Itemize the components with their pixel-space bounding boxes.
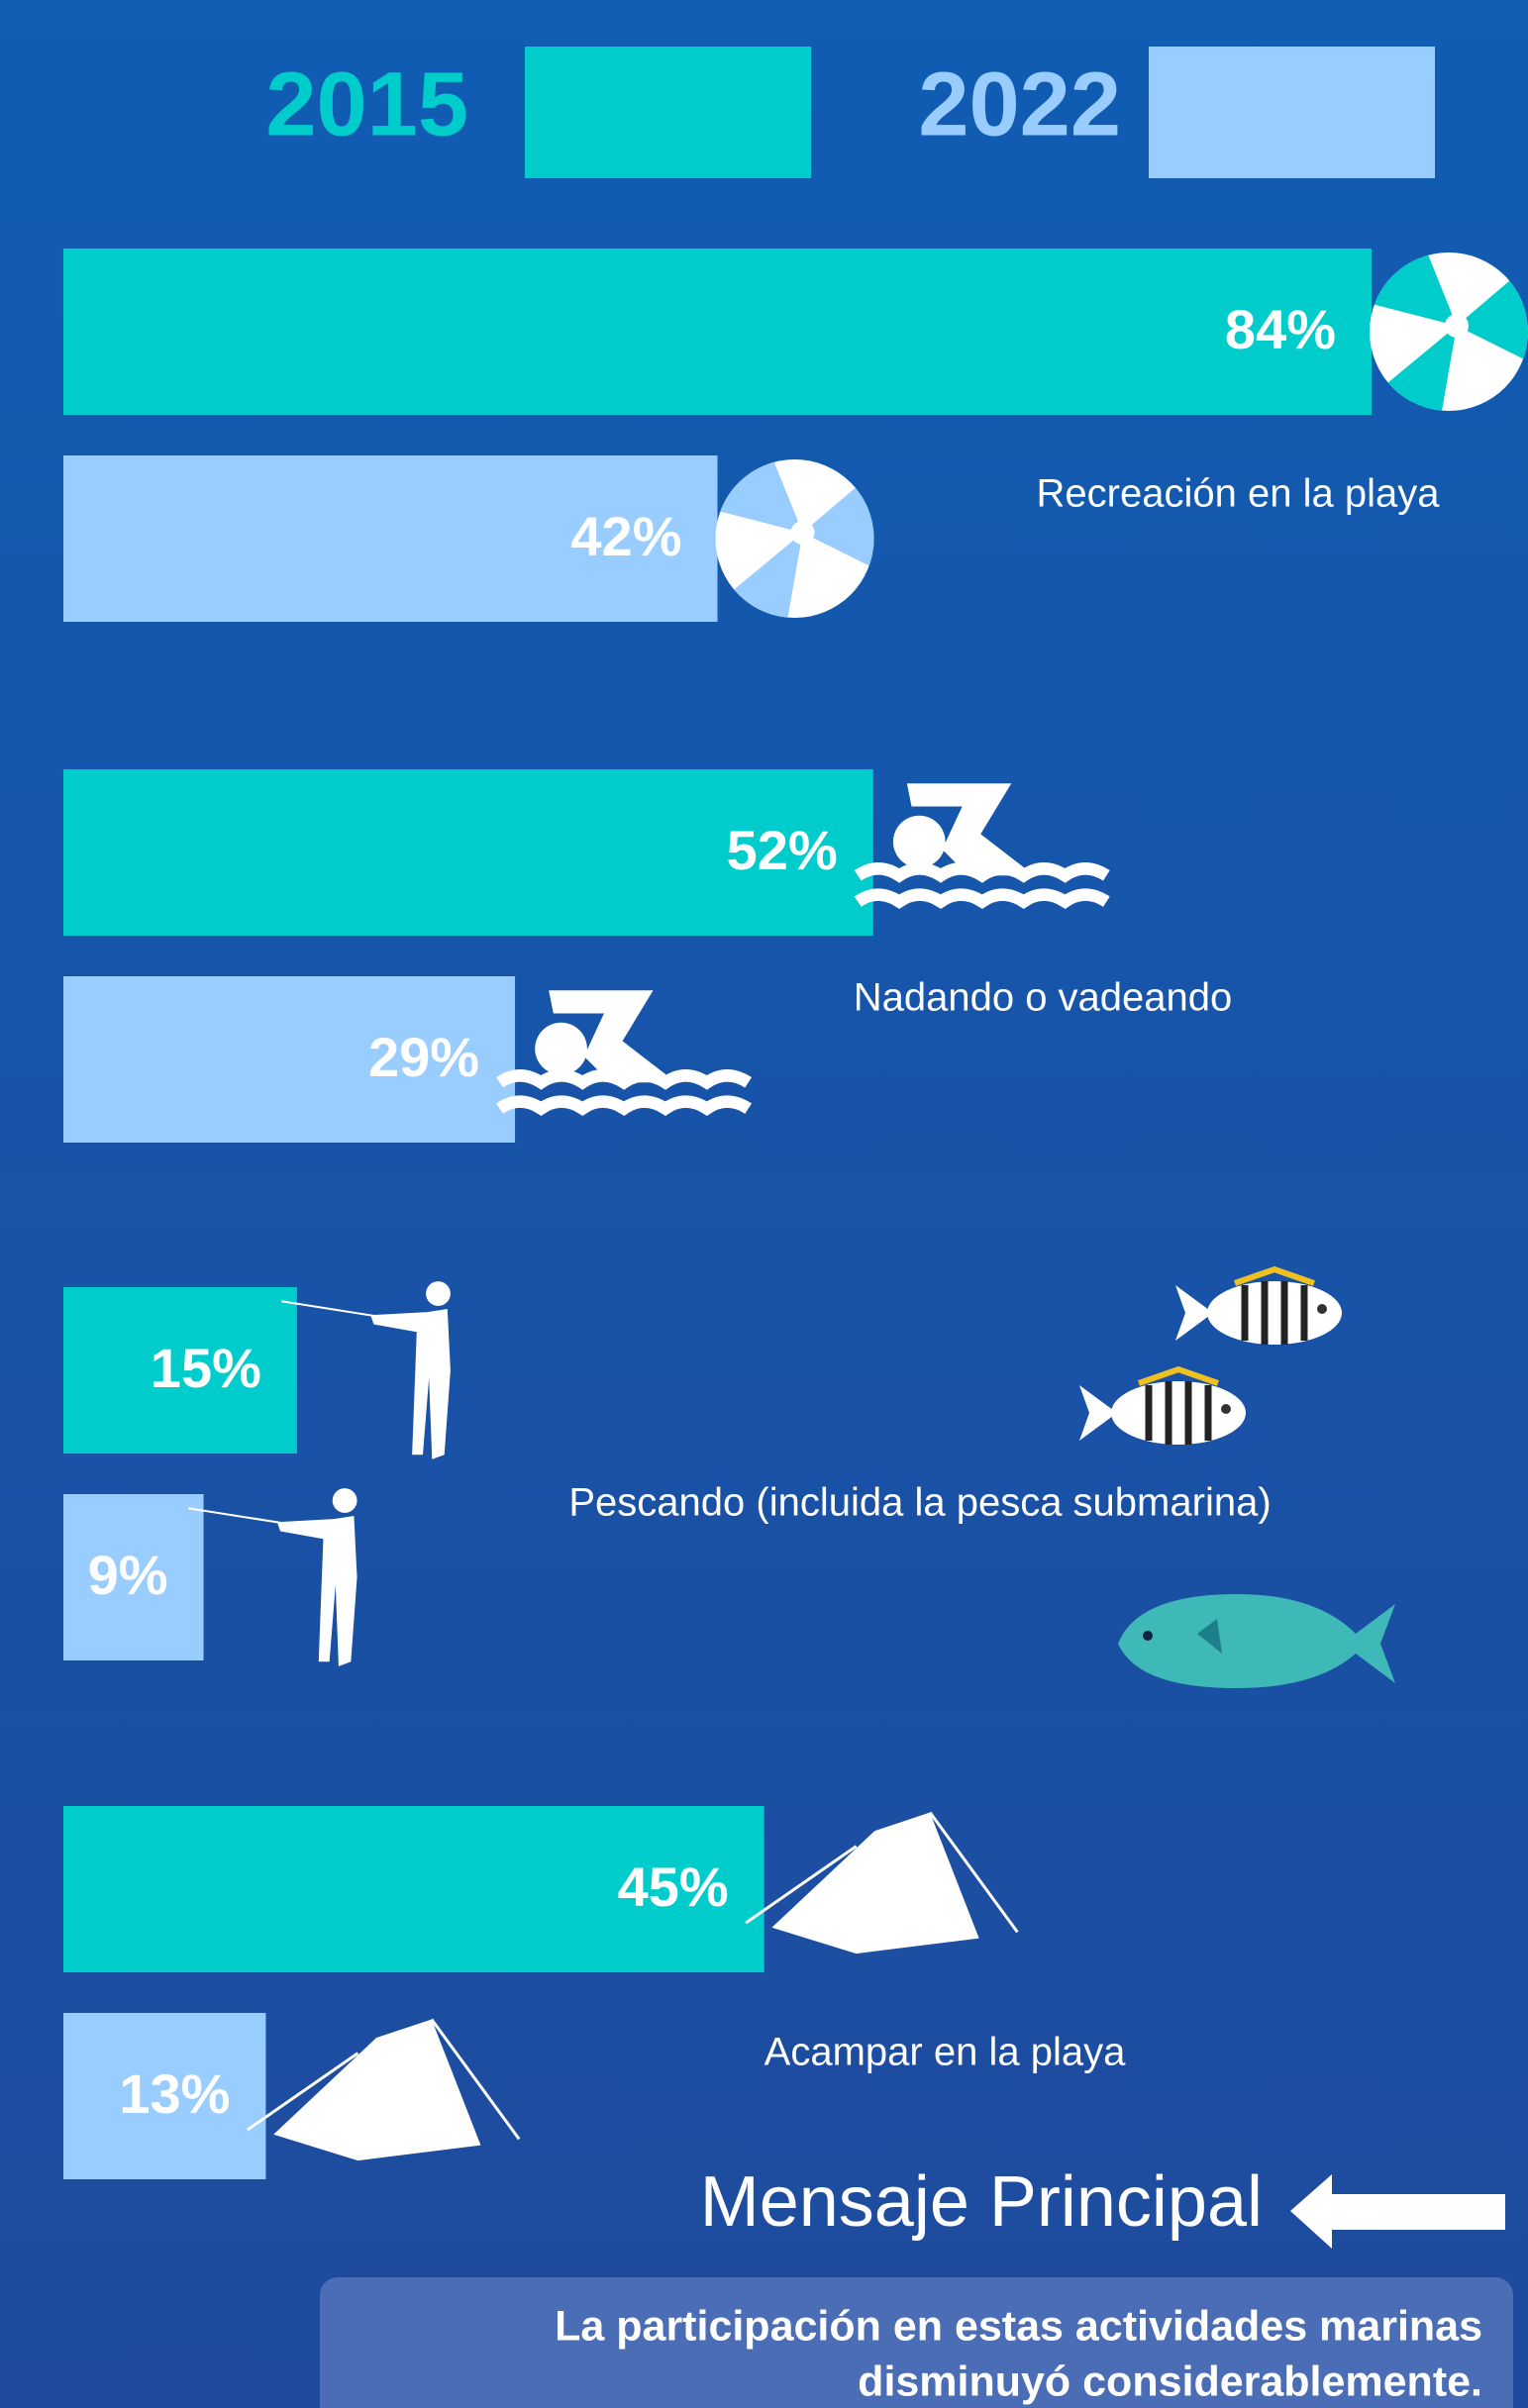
- bar: [63, 1287, 297, 1454]
- icon: [771, 1812, 979, 1955]
- value-label: 29%: [368, 1026, 479, 1088]
- icon: [720, 461, 803, 533]
- icon: [715, 459, 874, 618]
- value-label: 42%: [570, 505, 681, 567]
- bar: [63, 976, 516, 1143]
- message-line: La participación en estas actividades ma…: [555, 2302, 1482, 2350]
- icon: [1370, 252, 1528, 411]
- fish-decoration: [1079, 1365, 1246, 1445]
- value-label: 9%: [88, 1544, 168, 1606]
- fish-decoration: [1175, 1265, 1342, 1345]
- icon: [802, 487, 874, 566]
- legend-label: 2022: [918, 53, 1121, 154]
- message-title: Mensaje Principal: [700, 2162, 1263, 2242]
- category-label: Recreación en la playa: [1037, 472, 1441, 516]
- legend-label: 2015: [265, 53, 468, 154]
- bar: [63, 1806, 764, 1972]
- icon: [1374, 254, 1457, 326]
- value-label: 52%: [727, 819, 838, 881]
- message-line: disminuyó considerablemente.: [858, 2358, 1482, 2405]
- icon: [1445, 314, 1469, 338]
- icon: [745, 1811, 1019, 1955]
- bar: [63, 249, 1372, 415]
- icon: [273, 2019, 481, 2161]
- icon: [426, 1281, 451, 1306]
- icon: [332, 1488, 357, 1513]
- value-label: 13%: [119, 2062, 230, 2125]
- icon: [854, 888, 1110, 910]
- icon: [246, 2018, 521, 2161]
- icon: [745, 1845, 858, 1925]
- icon: [854, 862, 1110, 883]
- icon: [1387, 326, 1457, 411]
- legend-swatch: [1149, 47, 1435, 178]
- parrotfish-decoration: [1118, 1594, 1395, 1688]
- icon: [496, 990, 753, 1117]
- legend-swatch: [525, 47, 811, 178]
- icon: [246, 2052, 359, 2132]
- icon: [496, 1069, 753, 1090]
- icon: [1457, 280, 1528, 359]
- bar: [63, 2013, 266, 2179]
- value-label: 84%: [1225, 298, 1336, 360]
- icon: [187, 1488, 357, 1666]
- icon: [854, 783, 1110, 910]
- category-label: Acampar en la playa: [764, 2031, 1126, 2074]
- bar: [63, 455, 718, 622]
- bar: [63, 1494, 204, 1660]
- icon: [734, 533, 803, 618]
- icon: [430, 2018, 521, 2141]
- category-label: Nadando o vadeando: [854, 976, 1233, 1020]
- arrow: [1290, 2174, 1505, 2249]
- icon: [790, 521, 815, 545]
- value-label: 15%: [151, 1337, 261, 1399]
- bar: [63, 769, 873, 936]
- icon: [276, 1516, 357, 1666]
- message-box: [320, 2277, 1513, 2408]
- icon: [535, 1022, 587, 1075]
- value-label: 45%: [618, 1856, 729, 1918]
- icon: [549, 990, 676, 1083]
- icon: [496, 1095, 753, 1117]
- icon: [906, 783, 1035, 876]
- category-label: Pescando (incluida la pesca submarina): [568, 1481, 1271, 1525]
- icon: [928, 1811, 1019, 1934]
- icon: [370, 1309, 451, 1459]
- icon: [892, 815, 946, 868]
- icon: [281, 1281, 451, 1459]
